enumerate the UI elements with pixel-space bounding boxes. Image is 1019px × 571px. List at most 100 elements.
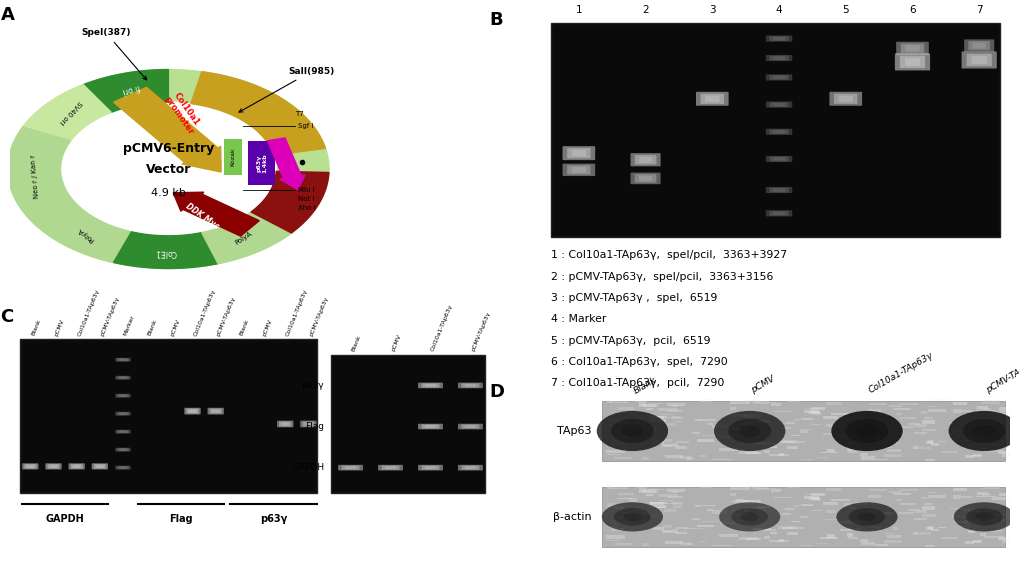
FancyBboxPatch shape	[571, 167, 585, 173]
FancyBboxPatch shape	[830, 413, 849, 415]
FancyBboxPatch shape	[669, 443, 677, 444]
Ellipse shape	[962, 419, 1005, 443]
FancyBboxPatch shape	[615, 431, 629, 433]
FancyBboxPatch shape	[732, 500, 747, 503]
FancyBboxPatch shape	[750, 518, 766, 519]
FancyBboxPatch shape	[184, 408, 201, 415]
FancyBboxPatch shape	[638, 176, 651, 181]
Ellipse shape	[621, 425, 643, 437]
FancyBboxPatch shape	[825, 488, 841, 490]
Text: β-actin: β-actin	[552, 512, 591, 522]
FancyBboxPatch shape	[917, 532, 930, 535]
FancyBboxPatch shape	[1000, 433, 1011, 436]
FancyBboxPatch shape	[757, 402, 775, 403]
FancyBboxPatch shape	[119, 377, 126, 379]
FancyBboxPatch shape	[117, 448, 128, 451]
FancyBboxPatch shape	[609, 440, 618, 442]
FancyBboxPatch shape	[985, 508, 994, 510]
FancyBboxPatch shape	[279, 421, 290, 427]
FancyBboxPatch shape	[892, 408, 910, 409]
FancyBboxPatch shape	[115, 430, 130, 433]
FancyBboxPatch shape	[868, 403, 884, 405]
FancyBboxPatch shape	[461, 465, 479, 470]
FancyBboxPatch shape	[663, 509, 676, 512]
FancyBboxPatch shape	[425, 384, 435, 387]
FancyBboxPatch shape	[801, 504, 812, 505]
FancyBboxPatch shape	[115, 358, 130, 361]
FancyBboxPatch shape	[900, 43, 923, 53]
FancyBboxPatch shape	[924, 459, 934, 461]
FancyBboxPatch shape	[997, 537, 1008, 540]
FancyBboxPatch shape	[1001, 539, 1015, 542]
FancyBboxPatch shape	[701, 521, 718, 522]
FancyBboxPatch shape	[674, 421, 682, 422]
FancyBboxPatch shape	[765, 55, 792, 61]
FancyBboxPatch shape	[882, 425, 892, 429]
FancyBboxPatch shape	[970, 56, 986, 64]
FancyBboxPatch shape	[26, 465, 35, 468]
FancyBboxPatch shape	[924, 527, 932, 530]
FancyBboxPatch shape	[926, 440, 933, 443]
FancyBboxPatch shape	[337, 465, 363, 471]
FancyBboxPatch shape	[819, 537, 837, 538]
FancyBboxPatch shape	[717, 448, 737, 452]
Text: Vector: Vector	[146, 163, 191, 175]
Text: 1 : Col10a1-TAp63γ,  speI/pciI,  3363+3927: 1 : Col10a1-TAp63γ, speI/pciI, 3363+3927	[550, 250, 786, 260]
FancyBboxPatch shape	[811, 498, 820, 501]
FancyBboxPatch shape	[421, 424, 439, 429]
FancyBboxPatch shape	[960, 423, 975, 425]
FancyBboxPatch shape	[458, 465, 482, 471]
FancyBboxPatch shape	[843, 417, 851, 421]
FancyBboxPatch shape	[822, 416, 838, 418]
FancyBboxPatch shape	[730, 407, 735, 410]
FancyBboxPatch shape	[117, 358, 128, 361]
FancyBboxPatch shape	[785, 423, 794, 424]
Text: 1: 1	[575, 5, 582, 15]
FancyBboxPatch shape	[954, 521, 972, 524]
FancyBboxPatch shape	[697, 439, 713, 441]
FancyBboxPatch shape	[768, 454, 789, 456]
FancyBboxPatch shape	[822, 518, 841, 520]
FancyBboxPatch shape	[803, 410, 818, 413]
FancyBboxPatch shape	[300, 421, 316, 427]
FancyBboxPatch shape	[68, 463, 85, 469]
Ellipse shape	[738, 425, 760, 437]
FancyBboxPatch shape	[967, 444, 974, 447]
FancyBboxPatch shape	[744, 508, 750, 512]
FancyBboxPatch shape	[210, 409, 221, 413]
FancyBboxPatch shape	[790, 521, 799, 522]
FancyBboxPatch shape	[749, 506, 764, 509]
FancyBboxPatch shape	[605, 536, 625, 539]
FancyBboxPatch shape	[960, 440, 970, 441]
FancyBboxPatch shape	[951, 514, 969, 518]
FancyBboxPatch shape	[961, 410, 971, 412]
Text: DDK Myc: DDK Myc	[183, 202, 220, 231]
FancyBboxPatch shape	[458, 383, 482, 388]
FancyBboxPatch shape	[941, 537, 957, 538]
FancyBboxPatch shape	[782, 441, 792, 444]
FancyBboxPatch shape	[119, 359, 126, 361]
FancyBboxPatch shape	[952, 402, 966, 405]
FancyBboxPatch shape	[610, 528, 624, 531]
FancyBboxPatch shape	[867, 496, 880, 498]
FancyBboxPatch shape	[224, 139, 242, 175]
FancyBboxPatch shape	[606, 417, 614, 421]
FancyBboxPatch shape	[1000, 526, 1017, 528]
FancyBboxPatch shape	[92, 463, 108, 469]
Text: Col10a1
promoter: Col10a1 promoter	[162, 89, 204, 136]
FancyBboxPatch shape	[119, 449, 126, 451]
Text: SpeI(387): SpeI(387)	[82, 29, 147, 80]
FancyBboxPatch shape	[799, 516, 807, 518]
FancyBboxPatch shape	[461, 424, 479, 429]
FancyBboxPatch shape	[757, 488, 775, 489]
FancyBboxPatch shape	[867, 409, 880, 412]
FancyBboxPatch shape	[613, 543, 631, 545]
FancyBboxPatch shape	[50, 465, 57, 468]
FancyBboxPatch shape	[615, 517, 629, 519]
FancyBboxPatch shape	[994, 427, 1004, 430]
Text: Kozak: Kozak	[230, 148, 235, 167]
FancyBboxPatch shape	[894, 53, 929, 70]
FancyBboxPatch shape	[96, 465, 104, 468]
FancyBboxPatch shape	[676, 532, 686, 534]
Text: Blank: Blank	[31, 319, 42, 336]
